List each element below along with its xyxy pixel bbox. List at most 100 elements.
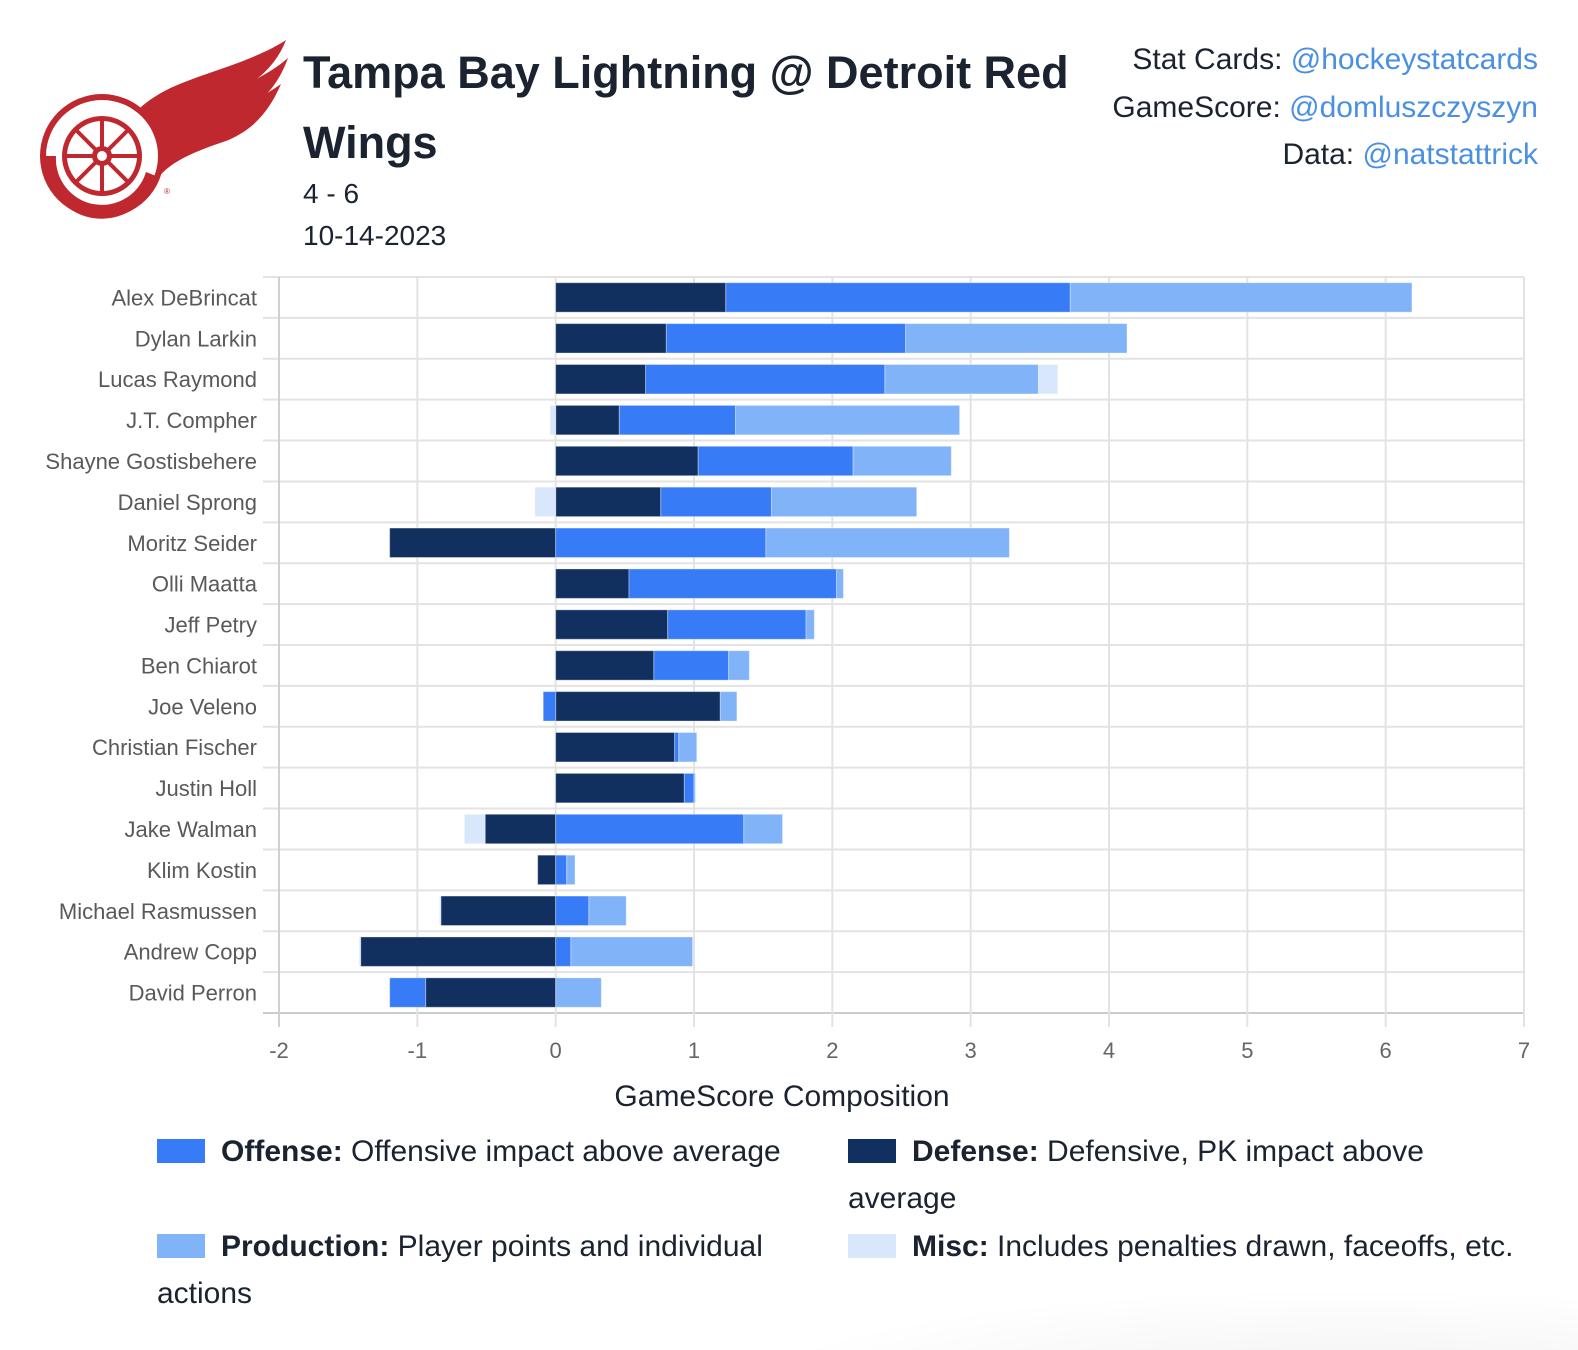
bar-defense	[555, 609, 669, 640]
bar-production	[765, 527, 1010, 558]
bar-defense	[555, 650, 655, 681]
bar-defense	[555, 445, 699, 477]
y-tick-label: J.T. Compher	[126, 408, 257, 433]
bar-offense	[618, 404, 736, 436]
logo-icon: ®	[40, 40, 288, 219]
game-date: 10-14-2023	[303, 220, 447, 251]
bar-offense	[725, 282, 1071, 313]
bar-production	[770, 486, 918, 518]
bar-production	[743, 813, 784, 845]
bar-production	[719, 691, 738, 722]
y-tick-label: Andrew Copp	[124, 940, 257, 965]
bar-offense	[667, 609, 807, 640]
legend-item-misc: Misc: Includes penalties drawn, faceoffs…	[848, 1223, 1528, 1270]
bar-offense	[555, 895, 590, 926]
legend-desc: Defensive, PK impact above average	[848, 1135, 1424, 1215]
credit-link-hockeystatcards[interactable]: @hockeystatcards	[1290, 43, 1538, 76]
bar-production	[728, 650, 750, 681]
y-tick-label: Shayne Gostisbehere	[45, 449, 257, 474]
bar-offense	[542, 691, 557, 722]
chart-bars	[358, 282, 1413, 1008]
credit-gamescore: GameScore: @domluszczyszyn	[1112, 84, 1538, 132]
bar-offense	[683, 772, 695, 804]
y-tick-label: Jeff Petry	[164, 613, 257, 638]
x-tick-label: 2	[826, 1038, 838, 1063]
credits: Stat Cards: @hockeystatcards GameScore: …	[1112, 36, 1538, 179]
credit-stat-cards: Stat Cards: @hockeystatcards	[1112, 36, 1538, 84]
bar-defense	[484, 813, 557, 845]
bar-defense	[555, 486, 662, 518]
bar-offense	[628, 568, 837, 599]
credit-link-natstattrick[interactable]: @natstattrick	[1362, 138, 1538, 171]
x-tick-label: -1	[408, 1038, 428, 1063]
bar-production	[566, 854, 576, 886]
y-tick-label: Joe Veleno	[148, 694, 257, 719]
credit-link-domluszczyszyn[interactable]: @domluszczyszyn	[1289, 90, 1538, 124]
legend-swatch-offense	[157, 1139, 205, 1163]
credit-label: GameScore:	[1112, 90, 1290, 124]
x-tick-label: 1	[688, 1038, 700, 1063]
bar-offense	[697, 445, 854, 477]
bar-production	[693, 772, 696, 804]
y-tick-label: Ben Chiarot	[141, 653, 257, 678]
y-tick-label: Lucas Raymond	[98, 367, 257, 392]
bar-production	[555, 977, 602, 1008]
bar-defense	[555, 568, 630, 599]
y-axis-labels: Alex DeBrincat Dylan Larkin Lucas Raymond J…	[45, 285, 257, 1005]
bar-offense	[555, 854, 568, 886]
bar-misc	[1037, 364, 1059, 395]
x-axis-labels: -2 -1 0 1 2 3 4 5 6 7	[269, 1038, 1530, 1063]
bar-defense	[425, 977, 557, 1008]
legend-label: Production:	[221, 1230, 390, 1263]
bar-defense	[555, 404, 620, 436]
legend-desc: Offensive impact above average	[342, 1135, 781, 1168]
bar-offense	[389, 977, 427, 1008]
legend-swatch-production	[157, 1234, 205, 1258]
y-tick-label: Christian Fischer	[92, 735, 257, 760]
credit-data: Data: @natstattrick	[1112, 131, 1538, 179]
x-tick-label: -2	[269, 1038, 289, 1063]
legend-label: Misc:	[912, 1230, 989, 1263]
x-tick-label: 3	[965, 1038, 977, 1063]
bar-defense	[537, 854, 557, 886]
legend-desc: Player points and individual actions	[157, 1230, 763, 1310]
bar-misc	[534, 486, 557, 518]
y-tick-label: Olli Maatta	[152, 572, 258, 597]
bar-offense	[660, 486, 772, 518]
y-tick-label: Daniel Sprong	[118, 490, 257, 515]
bar-defense	[389, 527, 557, 558]
bar-defense	[555, 282, 727, 313]
bar-production	[735, 404, 961, 436]
legend-item-defense: Defense: Defensive, PK impact above aver…	[848, 1128, 1508, 1222]
bar-defense	[440, 895, 557, 926]
page-title: Tampa Bay Lightning @ Detroit Red Wings	[303, 47, 1069, 168]
y-tick-label: Klim Kostin	[147, 858, 257, 883]
x-tick-label: 5	[1241, 1038, 1253, 1063]
bar-production	[905, 323, 1128, 354]
bar-defense	[555, 732, 676, 763]
svg-text:®: ®	[164, 187, 170, 196]
legend-label: Offense:	[221, 1135, 343, 1168]
bar-offense	[555, 936, 572, 967]
bar-offense	[555, 813, 745, 845]
bar-defense	[555, 323, 667, 354]
bar-production	[570, 936, 694, 967]
credit-label: Data:	[1282, 138, 1363, 171]
bar-defense	[555, 364, 647, 395]
bar-defense	[555, 691, 721, 722]
y-tick-label: Justin Holl	[156, 776, 257, 801]
bar-misc	[438, 895, 442, 926]
bar-offense	[645, 364, 886, 395]
x-tick-label: 4	[1103, 1038, 1115, 1063]
x-tick-label: 0	[550, 1038, 562, 1063]
y-tick-label: Dylan Larkin	[135, 326, 257, 351]
bar-defense	[360, 936, 557, 967]
x-axis-title: GameScore Composition	[614, 1080, 949, 1113]
bar-offense	[653, 650, 730, 681]
legend-item-production: Production: Player points and individual…	[157, 1223, 837, 1317]
bar-offense	[665, 323, 907, 354]
legend-swatch-defense	[848, 1139, 896, 1163]
game-score: 4 - 6	[303, 178, 360, 209]
bar-production	[884, 364, 1039, 395]
bar-misc	[463, 813, 486, 845]
